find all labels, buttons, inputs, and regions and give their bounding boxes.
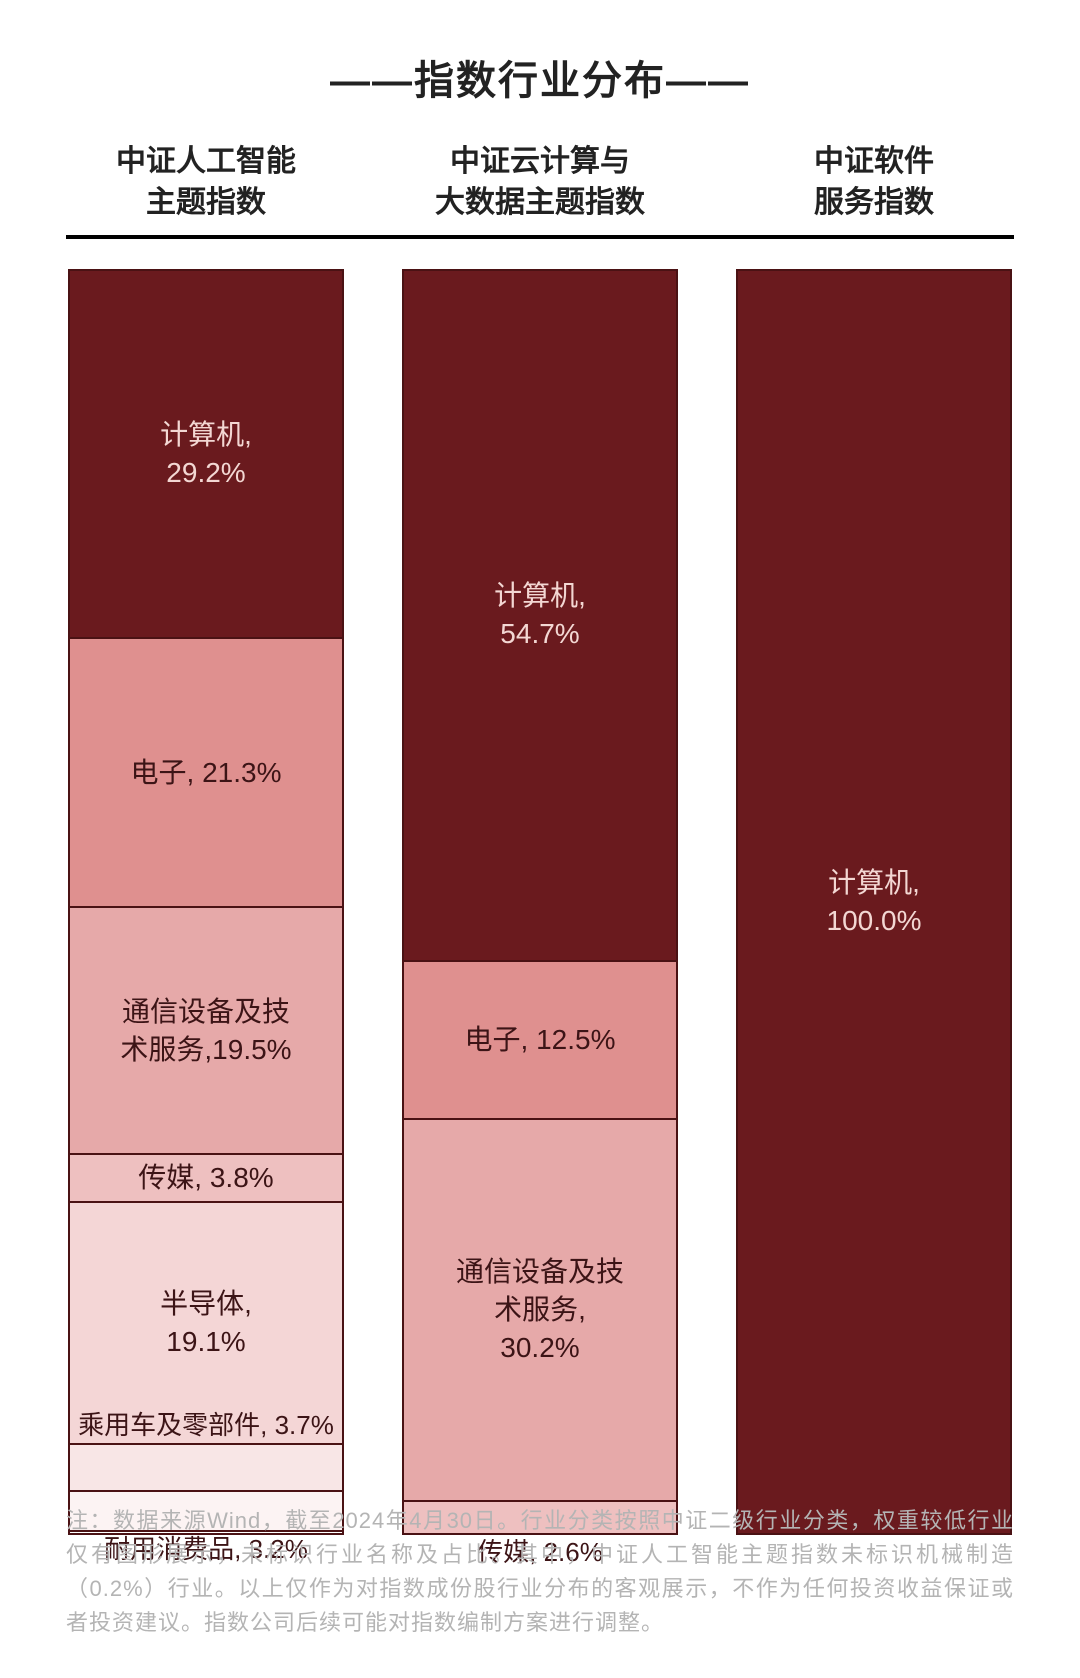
bar-segment: 乘用车及零部件, 3.7% <box>68 1445 344 1492</box>
bar-segment-label: 通信设备及技 术服务, 30.2% <box>456 1253 624 1366</box>
bar-segment-label: 传媒, 3.8% <box>138 1159 273 1197</box>
bar-segment: 通信设备及技 术服务,19.5% <box>68 908 344 1155</box>
bar-segment-label: 乘用车及零部件, 3.7% <box>70 1408 342 1443</box>
column-header: 中证软件 服务指数 <box>734 142 1014 223</box>
stacked-bar: 计算机, 100.0% <box>734 267 1014 1537</box>
bar-segment: 电子, 12.5% <box>402 962 678 1120</box>
bar-segment: 计算机, 29.2% <box>68 269 344 639</box>
stacked-bar: 计算机, 29.2% 电子, 21.3% 通信设备及技 术服务,19.5% 传媒, 3… <box>66 267 346 1537</box>
bar-segment-label: 计算机, 54.7% <box>494 577 586 653</box>
stacked-columns: 计算机, 29.2% 电子, 21.3% 通信设备及技 术服务,19.5% 传媒, 3… <box>0 267 1080 1537</box>
bar-segment-label: 电子, 21.3% <box>131 754 282 792</box>
bar-segment-label: 通信设备及技 术服务,19.5% <box>120 993 291 1069</box>
column-header: 中证云计算与 大数据主题指数 <box>400 142 680 223</box>
column-header: 中证人工智能 主题指数 <box>66 142 346 223</box>
bar-segment-label: 电子, 12.5% <box>465 1021 616 1059</box>
chart-footnote: 注：数据来源Wind，截至2024年4月30日。行业分类按照中证二级行业分类，权… <box>66 1504 1014 1640</box>
bar-segment: 通信设备及技 术服务, 30.2% <box>402 1120 678 1502</box>
stacked-bar: 计算机, 54.7%电子, 12.5%通信设备及技 术服务, 30.2%传媒, … <box>400 267 680 1537</box>
header-rule <box>66 235 1014 239</box>
column-headers: 中证人工智能 主题指数中证云计算与 大数据主题指数中证软件 服务指数 <box>0 142 1080 235</box>
bar-segment: 电子, 21.3% <box>68 639 344 909</box>
bar-segment: 计算机, 100.0% <box>736 269 1012 1535</box>
bar-segment: 传媒, 3.8% <box>68 1155 344 1203</box>
bar-segment: 计算机, 54.7% <box>402 269 678 962</box>
chart-title: ——指数行业分布—— <box>0 0 1080 142</box>
bar-segment-label: 半导体, 19.1% <box>160 1285 252 1361</box>
bar-segment-label: 计算机, 100.0% <box>827 864 922 940</box>
bar-segment-label: 计算机, 29.2% <box>160 416 252 492</box>
